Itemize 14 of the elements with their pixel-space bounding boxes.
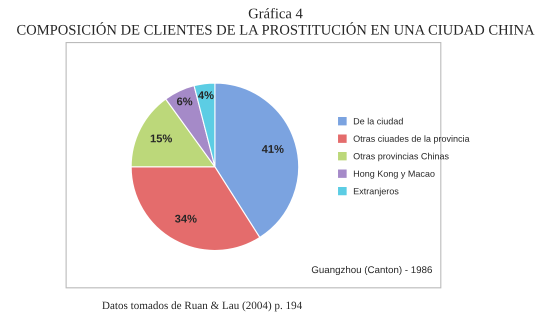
legend-label: Otras ciuades de la provincia [354, 135, 470, 144]
data-label: 41% [262, 145, 284, 153]
legend-label: Extranjeros [354, 188, 399, 196]
data-label: 34% [174, 214, 197, 223]
data-label: 6% [176, 97, 192, 106]
chart-subtitle: COMPOSICIÓN DE CLIENTES DE LA PROSTITUCIÓN EN UNA CIUDAD CHINA [17, 22, 534, 35]
text: Guangzhou (Canton) - 1986 [312, 266, 432, 276]
chart-title: Gráfica 4 [248, 8, 303, 18]
legend-label: Otras provincias Chinas [354, 152, 449, 162]
data-label: 4% [198, 91, 214, 100]
legend-label: Hong Kong y Macao [354, 170, 435, 179]
text: Datos tomados de Ruan & Lau (2004) p. 194 [102, 301, 302, 312]
legend-label: De la ciudad [354, 118, 403, 124]
data-label: 15% [150, 134, 172, 142]
